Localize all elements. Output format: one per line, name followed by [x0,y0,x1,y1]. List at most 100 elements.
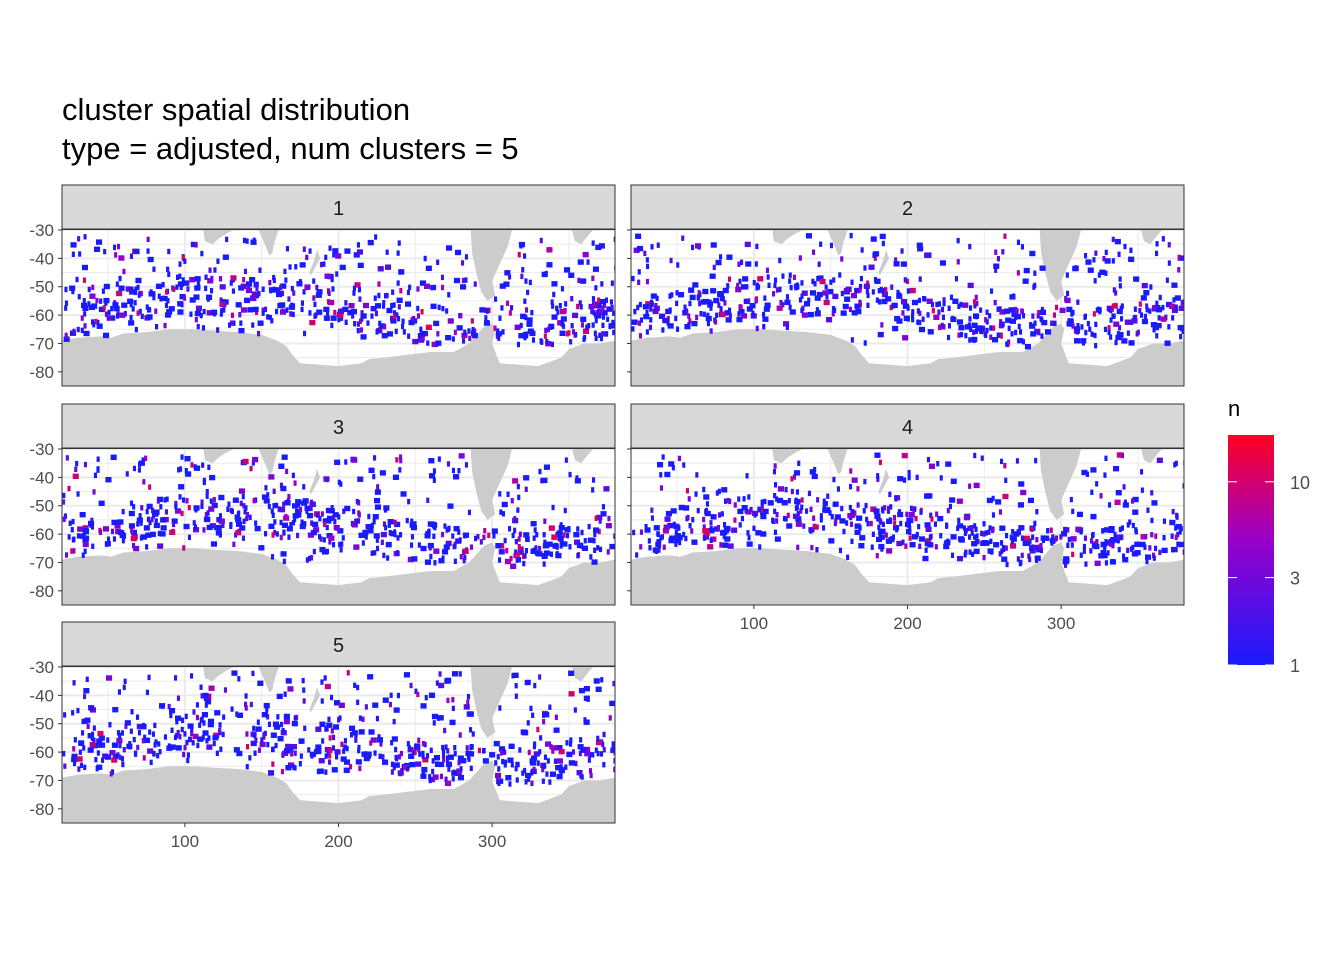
cluster-cell [550,299,554,305]
cluster-cell [132,504,136,510]
cluster-cell [428,774,432,780]
cluster-cell [292,503,299,509]
cluster-cell [1171,315,1175,321]
cluster-cell [1182,299,1184,305]
cluster-cell [554,714,558,720]
cluster-cell [682,462,686,468]
cluster-cell [653,525,660,531]
cluster-cell [433,560,437,566]
cluster-cell [757,276,764,282]
cluster-cell [183,523,190,530]
cluster-cell [356,699,360,705]
cluster-cell [293,750,297,756]
cluster-cell [974,526,978,532]
cluster-cell [165,289,169,295]
cluster-cell [282,530,286,536]
cluster-cell [129,314,133,321]
cluster-cell [532,766,536,773]
cluster-cell [382,521,386,527]
cluster-cell [421,750,425,757]
cluster-cell [86,535,90,541]
cluster-cell [505,775,512,781]
cluster-cell [687,322,691,328]
cluster-cell [1000,458,1004,465]
cluster-cell [1071,323,1075,329]
cluster-cell [199,684,203,690]
cluster-cell [873,508,880,514]
cluster-cell [382,697,389,703]
cluster-cell [393,762,400,768]
cluster-cell [83,234,87,240]
cluster-cell [773,463,777,469]
cluster-cell [1017,323,1021,330]
cluster-cell [183,731,187,737]
cluster-cell [145,304,149,310]
cluster-cell [359,327,363,333]
cluster-cell [521,267,525,273]
cluster-cell [499,283,506,289]
cluster-cell [206,310,213,316]
cluster-cell [456,325,463,331]
cluster-cell [1083,313,1087,319]
cluster-cell [782,515,786,522]
cluster-cell [465,750,472,757]
cluster-cell [337,316,341,323]
cluster-cell [139,290,143,297]
cluster-cell [705,315,712,322]
cluster-cell [939,475,943,481]
cluster-cell [893,261,900,267]
cluster-cell [420,773,427,779]
cluster-cell [435,761,439,767]
cluster-cell [152,294,156,301]
cluster-cell [279,284,283,291]
cluster-cell [989,325,993,331]
cluster-cell [1019,329,1023,335]
cluster-cell [374,310,378,317]
cluster-cell [814,295,821,301]
cluster-cell [799,508,803,514]
cluster-cell [172,286,176,292]
cluster-cell [908,529,912,535]
cluster-cell [926,312,930,318]
cluster-cell [279,534,283,541]
cluster-cell [178,734,182,740]
cluster-cell [1170,533,1174,539]
cluster-cell [842,528,846,535]
cluster-cell [844,296,851,302]
cluster-cell [254,309,258,315]
cluster-cell [105,477,112,483]
cluster-cell [426,340,430,346]
cluster-cell [905,528,909,535]
cluster-cell [557,320,564,326]
cluster-cell [416,305,420,312]
cluster-cell [160,517,167,523]
cluster-cell [279,482,283,488]
cluster-cell [993,299,997,306]
cluster-cell [87,286,91,293]
cluster-cell [1145,303,1149,309]
cluster-cell [242,503,246,509]
cluster-cell [1080,324,1084,330]
cluster-cell [244,701,248,708]
cluster-cell [913,506,917,512]
cluster-cell [612,329,615,336]
cluster-cell [1063,527,1070,533]
cluster-cell [580,529,584,536]
cluster-cell [451,776,455,782]
cluster-cell [134,326,138,333]
cluster-cell [184,456,191,462]
cluster-cell [789,284,793,291]
cluster-cell [986,497,993,504]
cluster-cell [1115,334,1122,341]
cluster-cell [405,301,412,307]
cluster-cell [1071,551,1075,558]
cluster-cell [551,748,555,754]
cluster-cell [272,503,276,509]
cluster-cell [160,525,167,531]
cluster-cell [252,725,256,732]
cluster-cell [1073,326,1080,332]
cluster-cell [461,260,465,266]
cluster-cell [301,500,308,506]
cluster-cell [343,738,347,744]
cluster-cell [401,318,405,324]
